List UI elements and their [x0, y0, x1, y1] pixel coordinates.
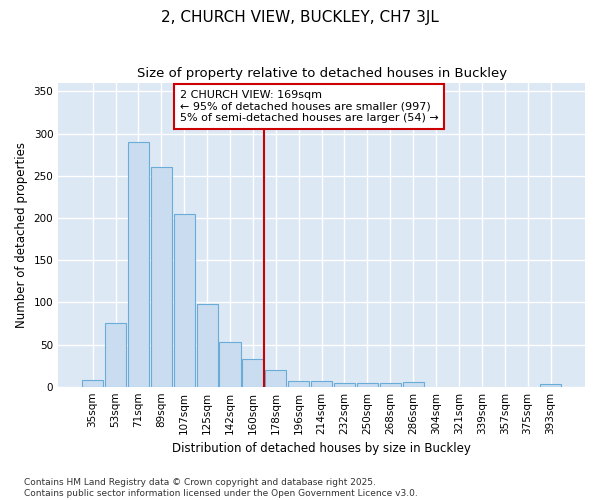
Bar — [288, 381, 309, 386]
Bar — [357, 384, 378, 386]
Bar — [540, 384, 561, 386]
Bar — [380, 384, 401, 386]
Text: Contains HM Land Registry data © Crown copyright and database right 2025.
Contai: Contains HM Land Registry data © Crown c… — [24, 478, 418, 498]
Bar — [151, 168, 172, 386]
Bar — [334, 384, 355, 386]
Bar — [403, 382, 424, 386]
Bar — [128, 142, 149, 386]
Bar — [311, 381, 332, 386]
Bar — [82, 380, 103, 386]
Bar — [220, 342, 241, 386]
Bar — [105, 324, 126, 386]
Bar — [242, 359, 263, 386]
Bar — [197, 304, 218, 386]
Text: 2 CHURCH VIEW: 169sqm
← 95% of detached houses are smaller (997)
5% of semi-deta: 2 CHURCH VIEW: 169sqm ← 95% of detached … — [179, 90, 439, 123]
Text: 2, CHURCH VIEW, BUCKLEY, CH7 3JL: 2, CHURCH VIEW, BUCKLEY, CH7 3JL — [161, 10, 439, 25]
Title: Size of property relative to detached houses in Buckley: Size of property relative to detached ho… — [137, 68, 506, 80]
X-axis label: Distribution of detached houses by size in Buckley: Distribution of detached houses by size … — [172, 442, 471, 455]
Y-axis label: Number of detached properties: Number of detached properties — [15, 142, 28, 328]
Bar — [265, 370, 286, 386]
Bar — [173, 214, 195, 386]
